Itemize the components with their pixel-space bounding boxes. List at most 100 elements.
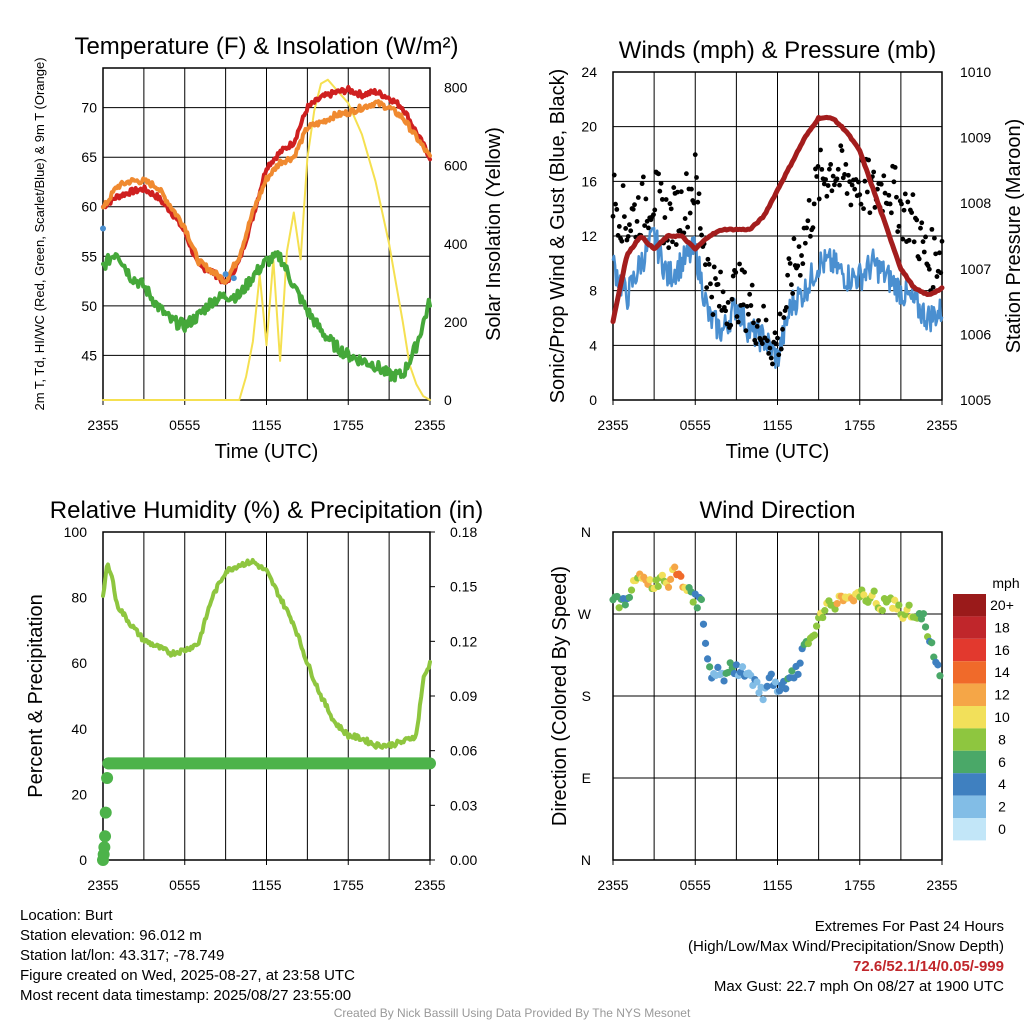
direction-point	[755, 689, 763, 697]
direction-point	[919, 610, 928, 618]
y2-tick-label: 200	[444, 314, 468, 330]
gust-point	[611, 172, 617, 178]
legend-label: 16	[994, 642, 1010, 658]
legend-label: 2	[998, 799, 1006, 815]
direction-point	[627, 586, 636, 594]
y-tick-label: 65	[81, 149, 97, 165]
gust-point	[811, 201, 817, 207]
y-tick-label: 0	[589, 392, 597, 408]
gust-point	[843, 162, 849, 167]
gust-point	[697, 226, 703, 231]
gust-point	[776, 352, 782, 358]
chart-title: Wind Direction	[699, 497, 855, 524]
gust-point	[821, 181, 827, 187]
direction-point	[701, 639, 710, 647]
gust-point	[694, 175, 699, 180]
gust-point	[800, 261, 806, 267]
direction-point	[664, 583, 673, 591]
gust-point	[708, 281, 713, 287]
gust-point	[683, 171, 689, 177]
gust-point	[861, 206, 866, 212]
gust-point	[621, 214, 627, 219]
panel-3: 2355 0555 1155 1755 2355 Relative Humidity (%…	[25, 497, 483, 893]
gust-point	[671, 185, 677, 190]
direction-point	[615, 604, 623, 612]
gust-point	[875, 186, 880, 192]
precip-point	[99, 806, 112, 819]
gust-point	[832, 182, 837, 188]
gust-point	[657, 188, 663, 194]
gust-point	[816, 196, 822, 202]
direction-point	[689, 598, 697, 606]
y-tick-label: 0	[79, 852, 87, 868]
gust-point	[720, 289, 726, 295]
y-tick-label: 40	[71, 721, 87, 737]
gust-point	[806, 197, 812, 203]
y2-tick-label: 0.06	[450, 743, 477, 759]
windchill-point	[222, 271, 229, 278]
gust-point	[749, 282, 755, 288]
gust-point	[783, 305, 789, 310]
direction-point	[646, 576, 654, 584]
gust-point	[916, 256, 922, 262]
gust-point	[872, 205, 878, 210]
speed-legend: mph 20+ 18 16 14 12 10 8 6 4 2 0	[953, 575, 1020, 841]
y-tick-label: 60	[81, 199, 97, 215]
gust-point	[909, 210, 915, 215]
gust-point	[639, 181, 645, 187]
y-tick-label: S	[582, 688, 591, 704]
gust-point	[789, 282, 794, 288]
y-tick-label: 20	[581, 119, 597, 135]
y-tick-label: 20	[71, 786, 87, 802]
gust-point	[725, 300, 731, 305]
gust-point	[718, 269, 723, 275]
gust-point	[787, 261, 793, 266]
gust-point	[815, 164, 821, 169]
direction-point	[677, 572, 685, 580]
gust-point	[740, 302, 746, 308]
station-location: Location: Burt	[20, 907, 113, 924]
gust-point	[891, 179, 897, 185]
direction-point	[775, 687, 784, 695]
gust-point	[829, 188, 835, 194]
legend-swatch	[953, 818, 986, 841]
legend-label: 14	[994, 664, 1010, 680]
legend-label: 20+	[990, 597, 1014, 613]
gust-point	[696, 191, 702, 197]
gust-point	[642, 223, 648, 228]
y-tick-label: 45	[81, 347, 97, 363]
gust-point	[918, 225, 923, 231]
gust-point	[668, 206, 674, 212]
gust-point	[814, 174, 820, 179]
gust-point	[619, 238, 625, 244]
gust-point	[905, 199, 911, 205]
gust-point	[848, 202, 854, 208]
x-tick-label: 2355	[597, 417, 628, 433]
gust-point	[716, 303, 722, 309]
gust-point	[895, 229, 901, 235]
gust-point	[670, 239, 675, 245]
gust-point	[709, 294, 715, 300]
panel-2: 2355 0555 1155 1755 2355 Winds (mph) & Pressu…	[547, 37, 1024, 463]
precip-point	[98, 841, 111, 854]
direction-point	[812, 622, 821, 630]
y2-axis-label: Solar Insolation (Yellow)	[483, 127, 505, 341]
gust-point	[675, 189, 680, 195]
windchill-point	[230, 275, 237, 282]
x-axis-label: Time (UTC)	[726, 441, 830, 463]
direction-point	[921, 623, 930, 631]
legend-swatch	[953, 638, 986, 662]
x-tick-label: 2355	[597, 877, 628, 893]
x-tick-label: 0555	[680, 417, 711, 433]
direction-point	[936, 672, 944, 680]
gust-point	[625, 234, 631, 239]
gust-point	[692, 152, 698, 158]
gust-point	[823, 177, 828, 182]
direction-point	[771, 678, 780, 686]
direction-point	[878, 606, 886, 615]
gust-point	[914, 217, 920, 223]
y-tick-label: 4	[589, 337, 597, 353]
gust-point	[704, 285, 710, 291]
gust-point	[651, 212, 656, 218]
